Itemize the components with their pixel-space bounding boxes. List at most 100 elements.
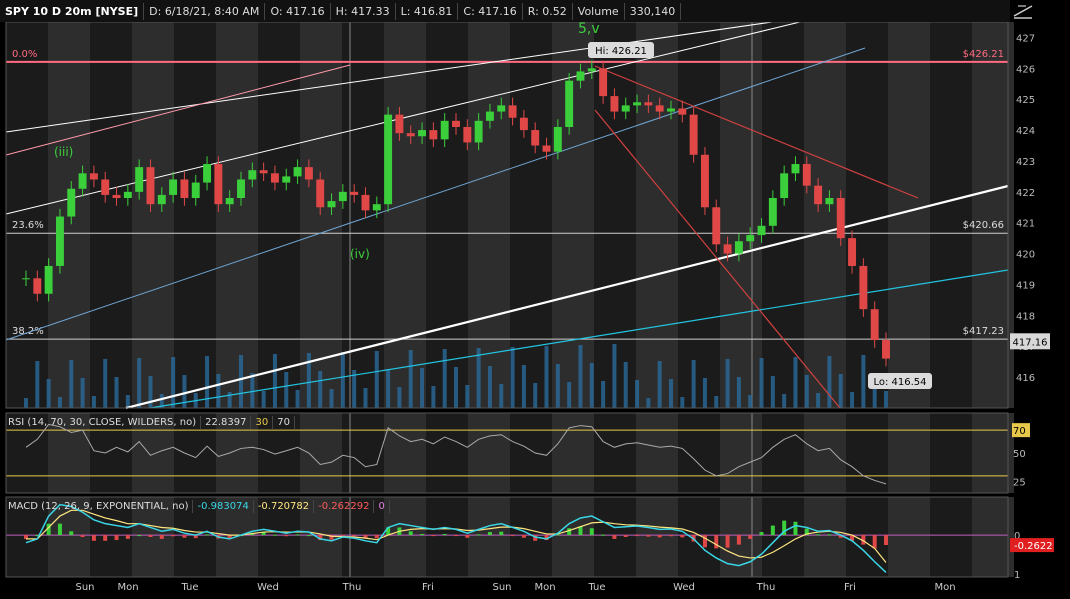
macd-histogram-bar (295, 534, 300, 536)
session-band (426, 413, 468, 493)
price-axis-tick: 426 (1016, 64, 1035, 75)
macd-zero: 0 (374, 500, 390, 513)
candle-body (565, 80, 574, 127)
session-band (762, 22, 804, 408)
macd-avg: -0.720782 (254, 500, 315, 513)
macd-name[interactable]: MACD (12, 26, 9, EXPONENTIAL, no) (4, 500, 194, 513)
volume-bar (57, 397, 62, 408)
volume-bar (736, 377, 741, 408)
high-callout: Hi: 426.21 (595, 46, 647, 57)
macd-histogram-bar (363, 535, 368, 538)
macd-histogram-bar (408, 531, 413, 536)
macd-histogram-bar (91, 535, 96, 541)
macd-histogram-bar (827, 534, 832, 536)
candle-body (791, 164, 800, 174)
macd-line (25, 503, 887, 573)
volume-bar (239, 355, 243, 408)
candle-body (474, 120, 483, 143)
time-axis-label: Mon (117, 582, 138, 593)
macd-histogram-bar (261, 532, 266, 536)
trend-line (5, 47, 866, 341)
time-axis-label: Mon (534, 582, 555, 593)
volume-label: Volume (573, 2, 625, 20)
price-axis-tick: 427 (1016, 33, 1035, 44)
candle-body (576, 71, 585, 81)
session-band (258, 22, 300, 408)
macd-histogram-bar (702, 535, 707, 548)
session-band (132, 22, 174, 408)
macd-histogram-bar (669, 535, 673, 537)
trend-line (594, 65, 919, 199)
candle-body (361, 194, 370, 211)
low-label: L: 416.81 (396, 2, 459, 20)
symbol-label[interactable]: SPY 10 D 20m [NYSE] (0, 2, 145, 20)
macd-histogram-bar (476, 534, 481, 536)
volume-bar (601, 381, 606, 408)
macd-histogram-bar (35, 535, 40, 537)
candle-body (101, 179, 110, 195)
session-band (762, 497, 804, 577)
session-band (972, 497, 1014, 577)
session-band (468, 413, 510, 493)
session-band (132, 497, 174, 577)
candle-body (112, 194, 121, 199)
volume-bar (680, 397, 685, 408)
candle-body (814, 185, 823, 205)
macd-histogram-bar (635, 535, 640, 537)
volume-bar (114, 377, 119, 408)
time-axis-label: Thu (342, 582, 362, 593)
time-axis-label: Wed (673, 582, 695, 593)
volume-bar (793, 357, 798, 408)
macd-histogram-bar (736, 535, 741, 545)
fib-price-label: $426.21 (963, 49, 1004, 60)
rsi-name[interactable]: RSI (14, 70, 30, CLOSE, WILDERS, no) (4, 416, 202, 429)
session-band (342, 22, 384, 408)
candle-body (870, 309, 879, 341)
volume-bar (159, 394, 164, 408)
macd-histogram-bar (272, 534, 277, 536)
volume-bar (804, 375, 809, 408)
session-band (300, 413, 342, 493)
macd-histogram-bar (46, 523, 51, 536)
volume-bar (838, 374, 843, 408)
macd-histogram-bar (555, 534, 560, 536)
session-band (6, 413, 48, 493)
macd-histogram-bar (329, 535, 334, 540)
macd-histogram-bar (137, 535, 142, 537)
macd-histogram-bar (284, 535, 289, 537)
price-axis-tick: 418 (1016, 311, 1035, 322)
candle-body (67, 188, 76, 217)
volume-bar (850, 392, 855, 408)
candle-body (259, 170, 268, 174)
candle-body (452, 120, 460, 127)
macd-histogram-bar (884, 535, 888, 545)
session-band (468, 497, 510, 577)
trend-line-icon[interactable] (1012, 2, 1034, 20)
candle-body (700, 154, 709, 208)
session-band (636, 22, 678, 408)
volume-bar (295, 390, 300, 408)
volume-bar (861, 355, 866, 408)
session-band (300, 22, 342, 408)
rsi-tick-box (1012, 423, 1030, 438)
candle-body (157, 194, 166, 205)
macd-histogram-bar (770, 525, 775, 536)
volume-bar (250, 373, 255, 408)
session-band (720, 22, 762, 408)
candle-body (169, 179, 178, 195)
candle-body (678, 108, 687, 115)
macd-histogram-bar (442, 533, 447, 536)
macd-histogram-bar (374, 535, 379, 539)
session-band (594, 413, 636, 493)
volume-bar (329, 389, 334, 408)
session-band (216, 22, 258, 408)
volume-bar (657, 361, 662, 408)
volume-bar (476, 348, 481, 408)
candle-body (599, 68, 608, 97)
session-band (468, 22, 510, 408)
candle-body (497, 105, 506, 112)
volume-bar (521, 365, 526, 408)
candle-body (123, 191, 132, 199)
open-label: O: 417.16 (265, 2, 331, 20)
